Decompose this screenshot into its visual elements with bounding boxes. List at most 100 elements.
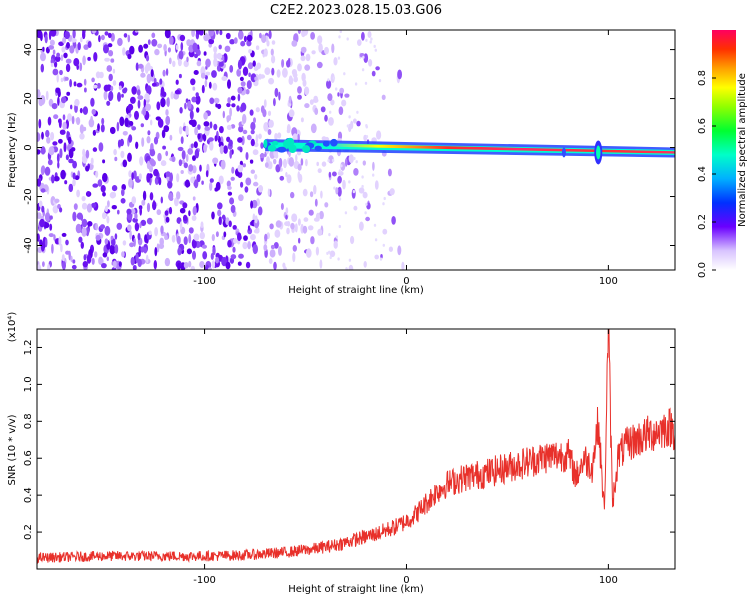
heatmap-cell — [135, 141, 139, 149]
heatmap-cell — [230, 176, 235, 181]
heatmap-cell — [86, 191, 90, 196]
heatmap-cell — [82, 261, 89, 268]
heatmap-cell — [51, 103, 58, 110]
heatmap-cell — [335, 235, 338, 239]
heatmap-cell — [64, 180, 68, 185]
heatmap-cell — [253, 117, 256, 124]
heatmap-cell — [95, 223, 98, 231]
heatmap-cell — [273, 98, 276, 107]
heatmap-cell — [260, 105, 265, 114]
heatmap-cell — [229, 107, 233, 118]
heatmap-cell — [159, 78, 163, 85]
heatmap-cell — [288, 95, 292, 104]
heatmap-cell — [382, 202, 385, 206]
heatmap-cell — [225, 32, 231, 40]
heatmap-cell — [229, 197, 235, 205]
heatmap-cell — [90, 115, 93, 122]
heatmap-cell — [338, 35, 341, 39]
heatmap-cell — [60, 169, 66, 180]
heatmap-cell — [58, 138, 63, 144]
snr-x-ticks: -100 0 100 — [193, 329, 618, 586]
heatmap-cell — [350, 120, 354, 130]
heatmap-cell — [345, 267, 348, 270]
heatmap-cell — [247, 241, 251, 250]
heatmap-blob — [271, 140, 279, 146]
heatmap-cell — [245, 89, 250, 95]
heatmap-cell — [357, 39, 362, 46]
heatmap-cell — [98, 256, 104, 265]
heatmap-cell — [180, 136, 184, 145]
heatmap-cell — [60, 243, 63, 253]
heatmap-cell — [93, 52, 98, 62]
heatmap-cell — [48, 30, 52, 41]
heatmap-cell — [188, 103, 192, 110]
heatmap-cell — [117, 92, 121, 102]
heatmap-cell — [260, 142, 264, 149]
heatmap-cell — [80, 214, 84, 221]
heatmap-cell — [151, 32, 156, 39]
heatmap-cell — [361, 175, 364, 179]
heatmap-cell — [363, 53, 369, 63]
heatmap-cell — [253, 181, 259, 187]
heatmap-cell — [375, 66, 380, 71]
heatmap-cell — [243, 35, 247, 43]
heatmap-cell — [70, 104, 73, 110]
heatmap-cell — [130, 208, 136, 215]
heatmap-cell — [346, 124, 350, 128]
heatmap-cell — [176, 235, 181, 245]
heatmap-cell — [228, 220, 232, 228]
heatmap-cell — [165, 115, 171, 126]
heatmap-cell — [83, 78, 87, 86]
heatmap-cell — [112, 260, 117, 269]
colorbar-tick-label: 0.2 — [697, 214, 708, 230]
heatmap-cell — [65, 63, 71, 73]
heatmap-cell — [127, 152, 132, 162]
heatmap-cell — [361, 184, 364, 189]
heatmap-cell — [209, 121, 213, 129]
heatmap-cell — [149, 165, 153, 173]
heatmap-cell — [101, 263, 107, 269]
heatmap-cell — [177, 262, 181, 270]
heatmap-cell — [255, 45, 260, 50]
heatmap-cell — [183, 236, 188, 246]
heatmap-cell — [117, 209, 120, 215]
heatmap-cell — [250, 169, 255, 174]
heatmap-cell — [82, 30, 86, 40]
heatmap-cell — [68, 148, 74, 159]
heatmap-cell — [315, 246, 319, 256]
heatmap-cell — [188, 119, 195, 126]
heatmap-cell — [264, 162, 269, 168]
heatmap-cell — [168, 206, 173, 215]
heatmap-cell — [160, 97, 166, 108]
heatmap-cell — [191, 215, 197, 222]
heatmap-cell — [80, 37, 83, 43]
heatmap-cell — [48, 45, 55, 50]
snr-y-tick-label: 1.0 — [23, 376, 34, 392]
heatmap-cell — [378, 79, 382, 83]
heatmap-cell — [201, 84, 205, 94]
heatmap-cell — [66, 91, 71, 96]
heatmap-cell — [242, 241, 248, 250]
heatmap-cell — [316, 61, 323, 69]
heatmap-cell — [51, 243, 54, 254]
heatmap-cell — [302, 79, 307, 87]
heatmap-cell — [122, 240, 127, 246]
heatmap-cell — [107, 200, 110, 208]
heatmap-cell — [382, 228, 388, 235]
heatmap-cell — [168, 57, 172, 65]
heatmap-cell — [165, 68, 169, 76]
heatmap-cell — [223, 231, 227, 238]
heatmap-cell — [209, 141, 214, 151]
heatmap-cell — [37, 233, 40, 242]
heatmap-x-ticks: -100 0 100 — [193, 30, 618, 287]
heatmap-cell — [285, 214, 288, 220]
heatmap-cell — [138, 44, 144, 53]
heatmap-cell — [369, 40, 372, 44]
heatmap-cell — [140, 123, 144, 128]
heatmap-cell — [337, 257, 340, 261]
heatmap-cell — [178, 73, 182, 79]
heatmap-cell — [263, 48, 268, 57]
heatmap-cell — [215, 30, 219, 35]
heatmap-cell — [319, 259, 323, 269]
heatmap-cell — [61, 232, 67, 237]
